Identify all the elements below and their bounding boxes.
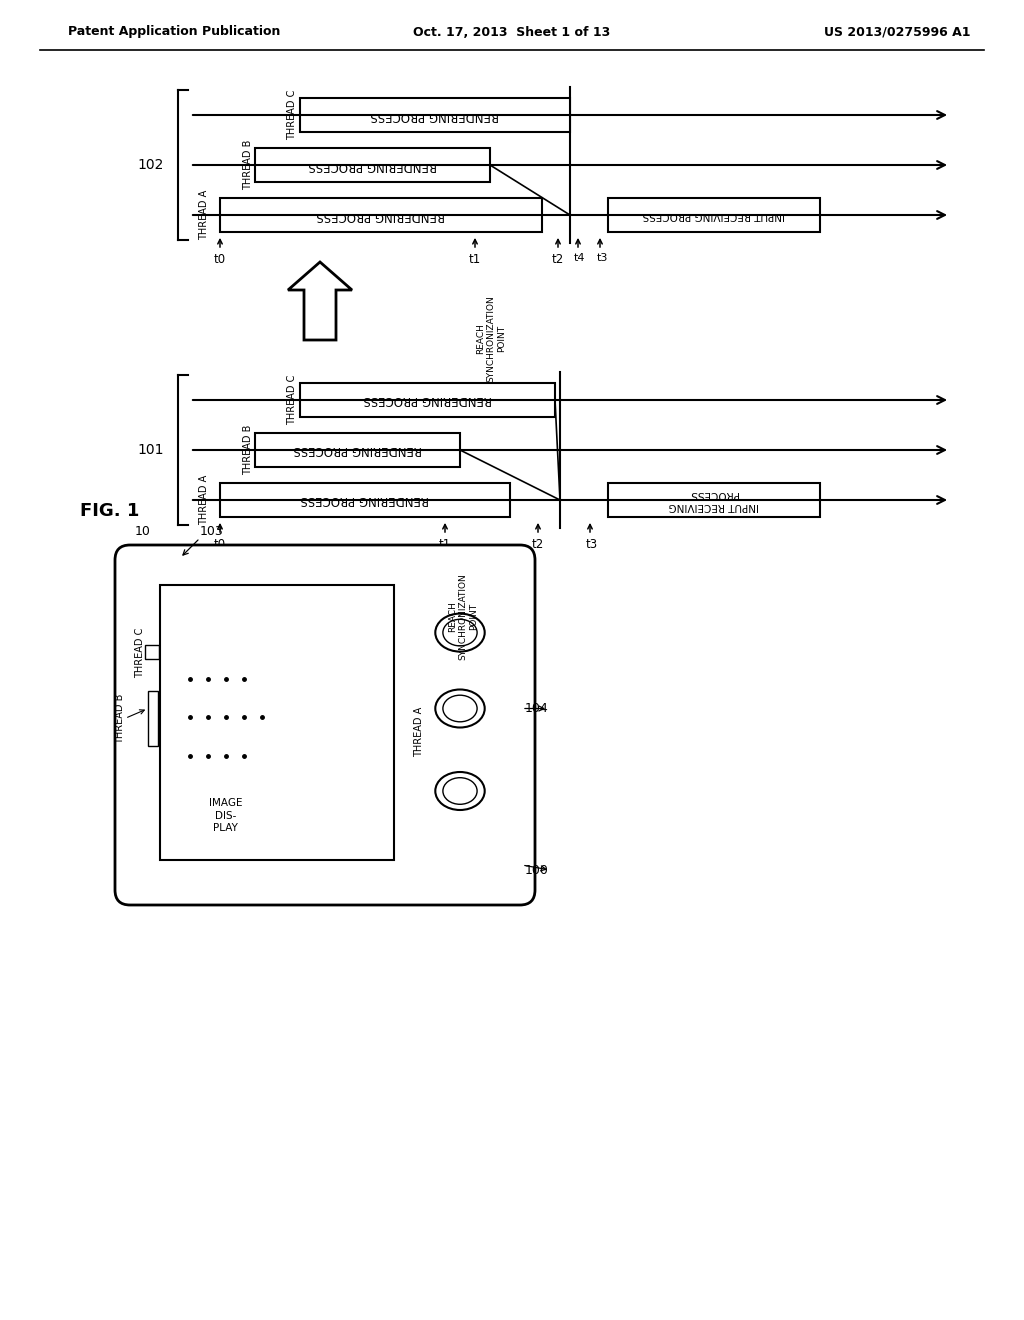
Bar: [608, 483, 820, 517]
Text: THREAD C: THREAD C: [135, 627, 145, 677]
Bar: [608, 198, 820, 232]
Text: t0: t0: [214, 253, 226, 267]
Text: THREAD A: THREAD A: [199, 190, 209, 240]
Text: t0: t0: [214, 539, 226, 550]
Text: RENDERING PROCESS: RENDERING PROCESS: [371, 108, 500, 121]
Text: RENDERING PROCESS: RENDERING PROCESS: [293, 444, 422, 457]
Text: t2: t2: [552, 253, 564, 267]
Text: RENDERING PROCESS: RENDERING PROCESS: [301, 494, 429, 507]
Text: 10: 10: [135, 525, 151, 539]
Text: THREAD A: THREAD A: [199, 475, 209, 525]
Bar: [165, 775, 287, 857]
Bar: [145, 645, 159, 660]
Polygon shape: [288, 261, 352, 341]
Text: t4: t4: [573, 253, 585, 263]
Text: 100: 100: [525, 863, 549, 876]
Text: Patent Application Publication: Patent Application Publication: [68, 25, 281, 38]
Text: INPUT RECEIVING PROCESS: INPUT RECEIVING PROCESS: [643, 210, 785, 220]
Bar: [255, 433, 460, 467]
Bar: [148, 690, 158, 746]
Bar: [220, 198, 542, 232]
Text: FIG. 1: FIG. 1: [80, 502, 139, 520]
Bar: [160, 585, 394, 861]
Bar: [255, 148, 490, 182]
Text: THREAD A: THREAD A: [414, 706, 424, 756]
Text: t1: t1: [469, 253, 481, 267]
Bar: [220, 483, 510, 517]
Text: t1: t1: [439, 539, 452, 550]
Text: IMAGE
DIS-
PLAY: IMAGE DIS- PLAY: [209, 799, 243, 833]
Text: t3: t3: [596, 253, 607, 263]
Text: INPUT RECEIVING
PROCESS: INPUT RECEIVING PROCESS: [669, 490, 759, 511]
Text: THREAD B: THREAD B: [243, 425, 253, 475]
Text: REACH
SYNCHRONIZATION
POINT: REACH SYNCHRONIZATION POINT: [449, 573, 478, 660]
Text: 104: 104: [525, 702, 549, 715]
Text: RENDERING PROCESS: RENDERING PROCESS: [364, 393, 492, 407]
Text: Oct. 17, 2013  Sheet 1 of 13: Oct. 17, 2013 Sheet 1 of 13: [414, 25, 610, 38]
Text: t2: t2: [531, 539, 544, 550]
Bar: [312, 587, 378, 704]
Text: t3: t3: [586, 539, 598, 550]
Text: US 2013/0275996 A1: US 2013/0275996 A1: [823, 25, 970, 38]
Bar: [300, 98, 570, 132]
Text: 101: 101: [137, 444, 164, 457]
Text: REACH
SYNCHRONIZATION
POINT: REACH SYNCHRONIZATION POINT: [476, 294, 506, 381]
Bar: [165, 587, 300, 704]
FancyBboxPatch shape: [115, 545, 535, 906]
Text: 102: 102: [137, 158, 164, 172]
Text: 103: 103: [200, 525, 224, 539]
Text: THREAD B: THREAD B: [243, 140, 253, 190]
Text: RENDERING PROCESS: RENDERING PROCESS: [308, 158, 437, 172]
Text: THREAD B: THREAD B: [115, 693, 125, 743]
Bar: [300, 383, 555, 417]
Text: THREAD C: THREAD C: [287, 375, 297, 425]
Text: THREAD C: THREAD C: [287, 90, 297, 140]
Text: RENDERING PROCESS: RENDERING PROCESS: [316, 209, 445, 222]
